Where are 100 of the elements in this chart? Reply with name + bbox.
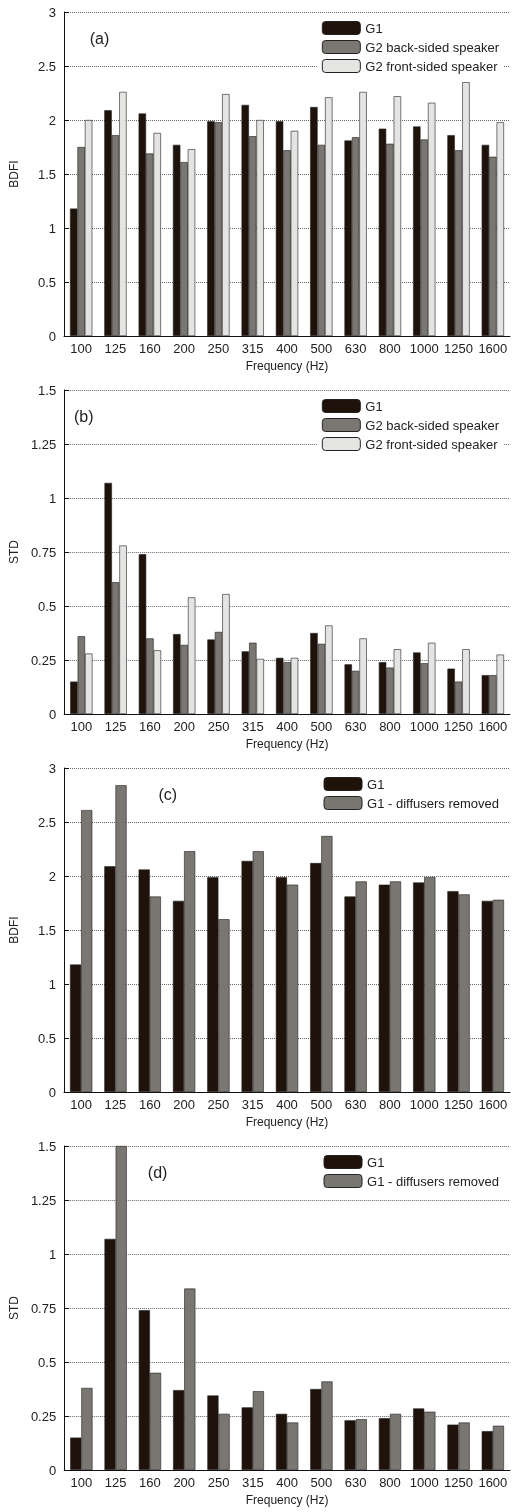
x-tick-label: 200 — [173, 341, 195, 356]
y-tick-label: 1 — [48, 976, 56, 992]
x-tick-label: 200 — [173, 719, 196, 734]
legend-label: G1 — [367, 776, 385, 792]
x-tick-label: 315 — [241, 1475, 264, 1490]
x-tick-label: 100 — [70, 1097, 93, 1112]
x-tick-label: 125 — [104, 719, 127, 734]
x-axis-title: Frequency (Hz) — [245, 1114, 329, 1129]
x-tick-label: 800 — [379, 1097, 401, 1112]
x-tick-label: 250 — [207, 341, 230, 356]
y-tick-label: 0 — [48, 706, 57, 722]
x-tick-label: 100 — [70, 1475, 93, 1490]
x-tick-label: 100 — [70, 341, 93, 356]
legend-label: G2 back-sided speaker — [365, 417, 500, 433]
legend-label: G1 — [367, 1154, 385, 1170]
x-axis-title: Frequency (Hz) — [245, 736, 329, 751]
x-tick-label: 1600 — [478, 1097, 508, 1112]
x-tick-label: 250 — [207, 1475, 230, 1490]
x-tick-label: 315 — [241, 341, 264, 356]
x-tick-label: 160 — [139, 719, 161, 734]
y-tick-label: 1 — [48, 1246, 57, 1262]
y-tick-label: 2 — [48, 112, 56, 128]
x-tick-label: 1250 — [444, 719, 474, 734]
x-tick-label: 250 — [207, 1097, 230, 1112]
y-tick-label: 0 — [48, 1462, 57, 1478]
x-tick-label: 315 — [241, 1097, 264, 1112]
x-tick-label: 630 — [344, 1097, 367, 1112]
annotation: (b) — [73, 407, 94, 425]
y-tick-label: 0.25 — [30, 652, 57, 668]
y-tick-label: 1.5 — [38, 382, 57, 398]
y-tick-label: 1.5 — [38, 1138, 57, 1154]
x-tick-label: 1250 — [444, 341, 473, 356]
x-tick-label: 630 — [344, 1475, 367, 1490]
y-tick-label: 1 — [48, 220, 56, 236]
x-tick-label: 400 — [276, 1097, 298, 1112]
y-tick-label: 1.5 — [37, 166, 56, 182]
x-tick-label: 1600 — [478, 1475, 508, 1490]
x-tick-label: 500 — [310, 1475, 333, 1490]
y-tick-label: 1.5 — [37, 922, 56, 938]
legend-label: G1 - diffusers removed — [367, 795, 499, 811]
annotation: (d) — [147, 1163, 168, 1181]
y-axis-title: BDFI — [7, 160, 21, 188]
x-tick-label: 1000 — [409, 719, 439, 734]
x-tick-label: 200 — [173, 1097, 195, 1112]
x-tick-label: 1250 — [444, 1475, 474, 1490]
y-axis-title: STD — [7, 539, 21, 564]
y-tick-label: 0 — [48, 1084, 56, 1100]
x-tick-label: 400 — [276, 341, 298, 356]
x-tick-label: 500 — [310, 341, 333, 356]
x-tick-label: 400 — [276, 1475, 298, 1490]
x-tick-label: 315 — [241, 719, 264, 734]
x-tick-label: 200 — [173, 1475, 196, 1490]
x-tick-label: 1600 — [478, 341, 508, 356]
y-tick-label: 1 — [48, 490, 57, 506]
x-tick-label: 630 — [344, 341, 367, 356]
x-tick-label: 125 — [104, 1475, 127, 1490]
x-axis-title: Frequency (Hz) — [245, 358, 329, 373]
x-tick-label: 160 — [138, 1097, 161, 1112]
y-tick-label: 0.25 — [30, 1408, 57, 1424]
x-axis-title: Frequency (Hz) — [245, 1492, 329, 1507]
x-tick-label: 400 — [276, 719, 298, 734]
x-tick-label: 800 — [379, 1475, 401, 1490]
x-tick-label: 160 — [139, 1475, 161, 1490]
x-tick-label: 100 — [70, 719, 93, 734]
legend-label: G2 front-sided speaker — [365, 436, 499, 452]
y-axis-title: STD — [7, 1295, 21, 1320]
y-tick-label: 2.5 — [37, 58, 56, 74]
y-tick-label: 0.75 — [30, 1300, 57, 1316]
y-tick-label: 0.5 — [38, 598, 57, 614]
y-tick-label: 1.25 — [30, 436, 57, 452]
y-tick-label: 0.5 — [37, 1030, 56, 1046]
x-tick-label: 500 — [310, 1097, 333, 1112]
x-tick-label: 630 — [344, 719, 367, 734]
y-tick-label: 1.25 — [30, 1192, 57, 1208]
legend-label: G1 - diffusers removed — [367, 1173, 499, 1189]
legend-label: G2 back-sided speaker — [365, 39, 500, 55]
x-tick-label: 800 — [379, 719, 401, 734]
x-tick-label: 1000 — [409, 1097, 439, 1112]
y-tick-label: 2.5 — [37, 814, 56, 830]
x-tick-label: 800 — [379, 341, 401, 356]
x-tick-label: 1600 — [478, 719, 508, 734]
y-tick-label: 3 — [48, 760, 56, 776]
x-tick-label: 1000 — [409, 341, 439, 356]
y-tick-label: 0.5 — [37, 274, 56, 290]
x-tick-label: 160 — [138, 341, 161, 356]
y-tick-label: 2 — [48, 868, 56, 884]
y-tick-label: 0.75 — [30, 544, 57, 560]
x-tick-label: 250 — [207, 719, 230, 734]
x-tick-label: 1000 — [409, 1475, 439, 1490]
x-tick-label: 1250 — [444, 1097, 473, 1112]
annotation: (c) — [158, 785, 178, 803]
y-tick-label: 3 — [48, 4, 56, 20]
legend-label: G1 — [365, 398, 383, 414]
x-tick-label: 500 — [310, 719, 333, 734]
y-axis-title: BDFI — [7, 916, 21, 944]
x-tick-label: 125 — [104, 341, 127, 356]
legend-label: G1 — [365, 20, 383, 36]
annotation: (a) — [89, 29, 110, 47]
x-tick-label: 125 — [104, 1097, 127, 1112]
y-tick-label: 0.5 — [38, 1354, 57, 1370]
